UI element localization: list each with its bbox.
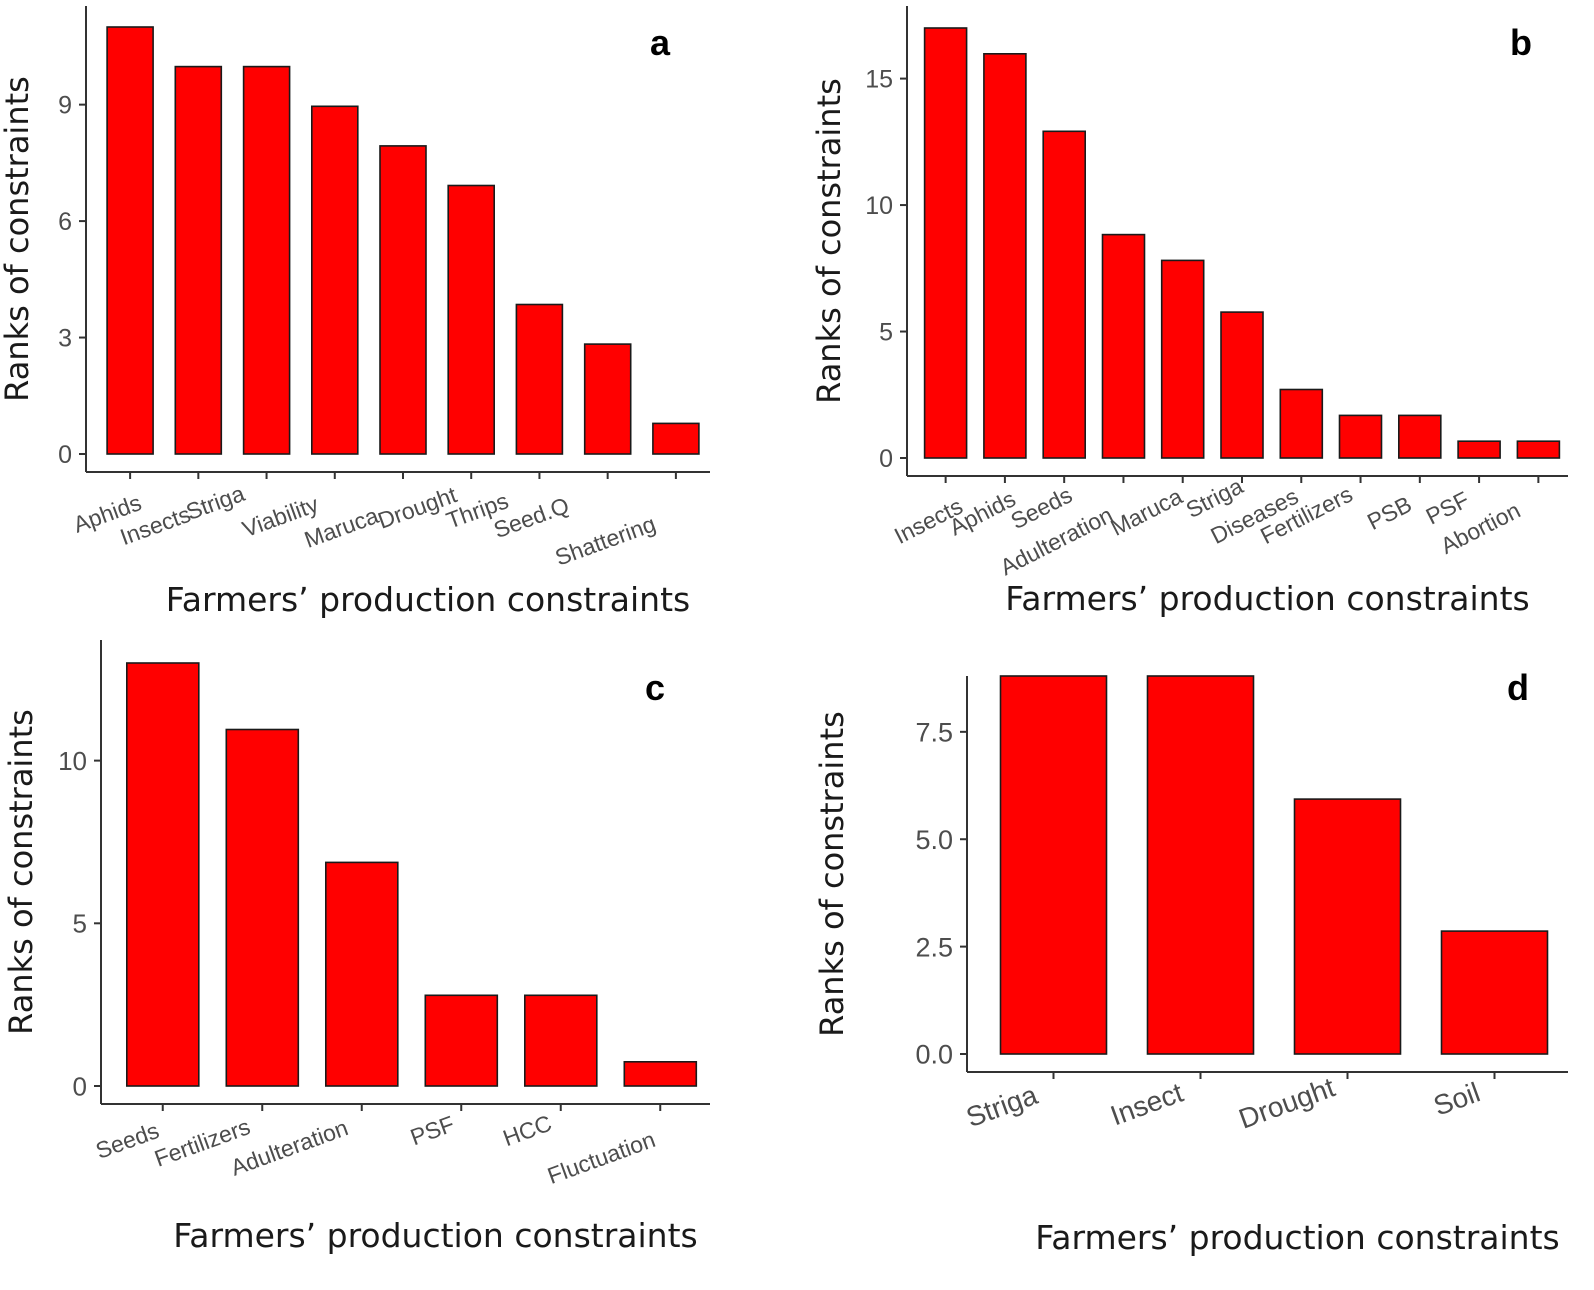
bar-maruca bbox=[379, 145, 427, 455]
bar-fluctuation bbox=[623, 1061, 698, 1087]
bar-soil bbox=[1440, 930, 1549, 1055]
bar-hcc bbox=[523, 994, 598, 1087]
bar-seed-q bbox=[583, 343, 632, 455]
bar-diseases bbox=[1279, 388, 1324, 459]
chart-panel-a: 0369AphidsInsectsStrigaViabilityMarucaDr… bbox=[0, 6, 710, 619]
y-tick-label: 0 bbox=[73, 1071, 87, 1101]
chart-panel-b: 051015InsectsAphidsSeedsAdulterationMaru… bbox=[810, 6, 1568, 618]
x-tick-label: Maruca bbox=[1106, 483, 1186, 541]
bar-maruca bbox=[1160, 259, 1205, 459]
bar-drought bbox=[1293, 798, 1402, 1055]
y-axis-title: Ranks of constraints bbox=[2, 709, 40, 1035]
panel-label: c bbox=[645, 667, 665, 708]
bar-insects bbox=[174, 65, 223, 455]
bar-adulteration bbox=[1101, 233, 1146, 459]
y-tick-label: 3 bbox=[58, 325, 72, 353]
y-tick-label: 0.0 bbox=[915, 1040, 953, 1070]
panel-label: a bbox=[650, 22, 671, 63]
x-tick-label: Soil bbox=[1430, 1077, 1484, 1122]
y-axis-title: Ranks of constraints bbox=[810, 78, 848, 404]
x-axis-title: Farmers’ production constraints bbox=[173, 1216, 697, 1255]
y-tick-label: 5 bbox=[73, 909, 87, 939]
bar-psf bbox=[424, 994, 499, 1087]
bar-fertilizers bbox=[225, 728, 300, 1087]
y-tick-label: 6 bbox=[58, 208, 72, 236]
panel-label: d bbox=[1507, 667, 1529, 708]
bar-seeds bbox=[1042, 130, 1086, 459]
x-tick-label: Drought bbox=[1235, 1071, 1339, 1134]
x-axis-title: Farmers’ production constraints bbox=[1035, 1218, 1559, 1257]
bar-striga bbox=[999, 675, 1108, 1055]
chart-panel-d: 0.0 2.5 5.0 7.5 Striga Insect Drought Soil Ranks… bbox=[813, 667, 1568, 1257]
x-tick-label: Fluctuation bbox=[544, 1126, 659, 1189]
bar-fertilizers bbox=[1338, 414, 1383, 459]
bar-striga bbox=[1220, 311, 1264, 459]
x-tick-label: Seeds bbox=[92, 1117, 162, 1164]
y-tick-label: 0 bbox=[879, 445, 893, 473]
bar-psf bbox=[1457, 440, 1501, 459]
x-tick-label: PSB bbox=[1363, 491, 1416, 535]
bar-seeds bbox=[126, 662, 200, 1087]
x-tick-label: Shattering bbox=[552, 510, 659, 570]
bar-insect bbox=[1146, 675, 1255, 1055]
bar-thrips bbox=[515, 303, 564, 455]
y-tick-label: 10 bbox=[865, 192, 893, 220]
bar-striga bbox=[242, 65, 291, 455]
y-tick-label: 2.5 bbox=[915, 932, 953, 962]
bar-shattering bbox=[652, 422, 700, 455]
bar-insects bbox=[923, 27, 968, 459]
bar-viability bbox=[310, 105, 359, 455]
y-tick-label: 5.0 bbox=[915, 825, 953, 855]
y-tick-label: 15 bbox=[865, 66, 893, 94]
x-tick-label: PSF bbox=[407, 1111, 458, 1151]
bar-psb bbox=[1398, 414, 1442, 459]
x-axis-title: Farmers’ production constraints bbox=[1005, 579, 1529, 618]
y-tick-label: 0 bbox=[58, 441, 72, 469]
panel-label: b bbox=[1510, 22, 1532, 63]
bar-aphids bbox=[983, 52, 1027, 459]
x-tick-label: Striga bbox=[962, 1079, 1042, 1133]
y-axis-title: Ranks of constraints bbox=[813, 711, 851, 1037]
y-axis-title: Ranks of constraints bbox=[0, 76, 36, 402]
bar-abortion bbox=[1516, 440, 1561, 459]
x-tick-label: Insect bbox=[1106, 1077, 1187, 1132]
x-axis-title: Farmers’ production constraints bbox=[166, 580, 690, 619]
bar-drought bbox=[447, 184, 496, 455]
y-tick-label: 7.5 bbox=[915, 718, 953, 748]
y-tick-label: 10 bbox=[58, 746, 87, 776]
y-tick-label: 9 bbox=[58, 92, 72, 120]
bar-aphids bbox=[106, 26, 154, 455]
x-tick-label: HCC bbox=[499, 1110, 555, 1151]
bar-adulteration bbox=[324, 861, 399, 1087]
y-tick-label: 5 bbox=[879, 319, 893, 347]
